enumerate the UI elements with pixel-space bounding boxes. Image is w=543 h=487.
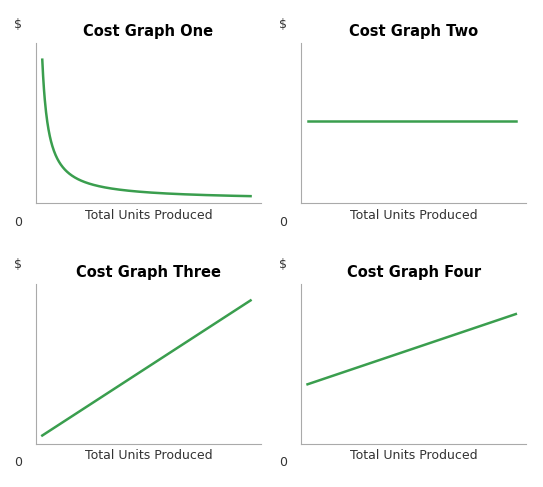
X-axis label: Total Units Produced: Total Units Produced	[85, 449, 212, 462]
Title: Cost Graph Three: Cost Graph Three	[76, 265, 221, 280]
Text: 0: 0	[279, 456, 287, 469]
Text: 0: 0	[14, 216, 22, 229]
Title: Cost Graph One: Cost Graph One	[84, 24, 213, 39]
Text: $: $	[279, 18, 287, 31]
Text: 0: 0	[279, 216, 287, 229]
Text: $: $	[279, 258, 287, 271]
X-axis label: Total Units Produced: Total Units Produced	[350, 449, 478, 462]
Title: Cost Graph Four: Cost Graph Four	[347, 265, 481, 280]
Text: 0: 0	[14, 456, 22, 469]
X-axis label: Total Units Produced: Total Units Produced	[350, 208, 478, 222]
Title: Cost Graph Two: Cost Graph Two	[349, 24, 478, 39]
X-axis label: Total Units Produced: Total Units Produced	[85, 208, 212, 222]
Text: $: $	[14, 18, 22, 31]
Text: $: $	[14, 258, 22, 271]
